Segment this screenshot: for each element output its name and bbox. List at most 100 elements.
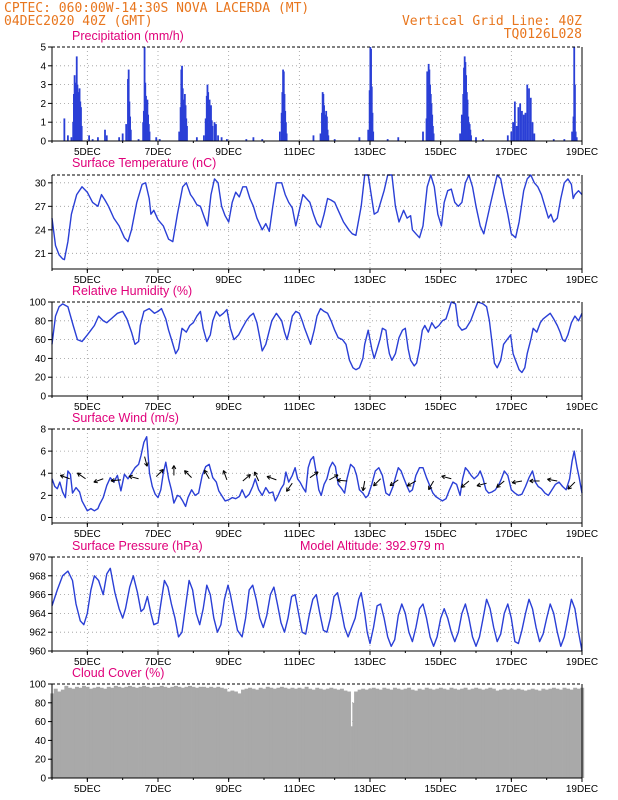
wind-vector-head [184, 470, 189, 473]
x-tick-label: 13DEC [354, 657, 386, 668]
cloud-bar [255, 689, 260, 778]
x-tick-label: 15DEC [425, 275, 457, 286]
wind-vector-shaft [93, 478, 104, 483]
x-tick-label: 7DEC [145, 147, 172, 158]
y-tick-label: 24 [35, 225, 47, 236]
wind-vector [93, 478, 104, 484]
precip-bar [148, 131, 151, 141]
cloud-bar [262, 688, 267, 778]
y-tick-label: 5 [40, 43, 46, 54]
cloud-bar [191, 686, 196, 778]
precip-bar [312, 135, 315, 141]
precip-bar [533, 133, 536, 141]
cloud-bar [332, 688, 337, 778]
cloud-bar [378, 689, 383, 778]
cloud-bar [544, 689, 549, 778]
cloud-bar [495, 690, 500, 778]
cloud-bar [89, 688, 94, 778]
precip-bar [63, 118, 66, 141]
precip-bar [552, 139, 555, 141]
x-tick-label: 7DEC [145, 275, 172, 286]
cloud-bar [569, 689, 574, 778]
wind-vector [110, 478, 121, 483]
cloud-bar [202, 686, 207, 778]
wind-vector-shaft [428, 480, 435, 490]
panel-title: Precipitation (mm/h) [72, 29, 184, 43]
y-tick-label: 0 [40, 774, 46, 785]
y-tick-label: 1 [40, 118, 46, 129]
precip-bar [213, 122, 216, 141]
x-tick-label: 15DEC [425, 657, 457, 668]
x-tick-label: 19DEC [566, 784, 598, 795]
precip-bar [279, 131, 281, 141]
cloud-bar [177, 686, 182, 778]
cloud-bar [566, 688, 571, 778]
cloud-bar [272, 688, 277, 778]
precip-bar [285, 122, 287, 141]
wind-vector-head [460, 483, 464, 488]
cloud-bar [223, 688, 228, 778]
cloud-bar [548, 688, 553, 778]
precip-bar [67, 135, 69, 141]
cloud-bar [424, 687, 429, 778]
cloud-bar [456, 689, 461, 778]
cloud-bar [198, 686, 203, 778]
y-tick-label: 60 [35, 717, 47, 728]
wind-vector-head [547, 478, 551, 483]
wind-vector-head [496, 483, 499, 488]
wind-vector-shaft [184, 470, 192, 479]
cloud-bar [392, 687, 397, 778]
precip-bar [80, 125, 83, 141]
cloud-bar [315, 687, 320, 778]
wind-vector-head [476, 482, 481, 487]
precip-bar [155, 137, 158, 141]
wind-vector-head [315, 471, 319, 476]
precip-bar [460, 114, 463, 141]
wind-vector-head [428, 487, 433, 491]
cloud-bar [216, 686, 221, 778]
wind-vector-shaft [128, 475, 139, 480]
wind-vector-shaft [511, 480, 523, 484]
cloud-bar [527, 689, 532, 778]
wind-vector-head [110, 478, 115, 482]
wind-vector [128, 474, 139, 480]
wind-vector-head [110, 480, 115, 483]
cloud-bar [562, 687, 567, 778]
cloud-bar [286, 688, 291, 778]
precip-bar [226, 139, 228, 141]
wind-vector-shaft [407, 480, 417, 487]
cloud-bar [414, 690, 419, 778]
cloud-bar [509, 688, 514, 778]
wind-vector-head [336, 479, 341, 483]
cloud-bar [322, 689, 327, 778]
cloud-bar [138, 686, 143, 778]
y-tick-label: 8 [40, 425, 46, 436]
wind-vector-head [161, 469, 164, 474]
wind-vector-head [511, 479, 516, 484]
cloud-bar [103, 688, 108, 778]
x-tick-label: 11DEC [284, 147, 316, 158]
cloud-bar [233, 691, 238, 778]
wind-vector [406, 480, 417, 487]
cloud-bar [343, 690, 348, 778]
x-tick-label: 5DEC [74, 784, 101, 795]
y-tick-label: 3 [40, 80, 46, 91]
cloud-bar [195, 687, 200, 778]
wind-vector [59, 474, 70, 480]
wind-vector-head [222, 470, 224, 475]
cloud-bar [135, 687, 139, 778]
y-tick-label: 6 [40, 447, 46, 458]
precip-bar [70, 137, 73, 141]
wind-vector-head [373, 481, 376, 486]
panel-title: Cloud Cover (%) [72, 666, 164, 680]
cloud-bar [276, 687, 281, 778]
precip-bar [358, 137, 361, 141]
precip-bar [371, 112, 374, 141]
cloud-bar [555, 688, 560, 778]
wind-vector [529, 478, 540, 484]
precip-bar [574, 131, 577, 141]
x-tick-label: 17DEC [495, 275, 527, 286]
precip-bar [118, 137, 121, 141]
cloud-bar [251, 688, 256, 778]
y-tick-label: 2 [40, 99, 46, 110]
